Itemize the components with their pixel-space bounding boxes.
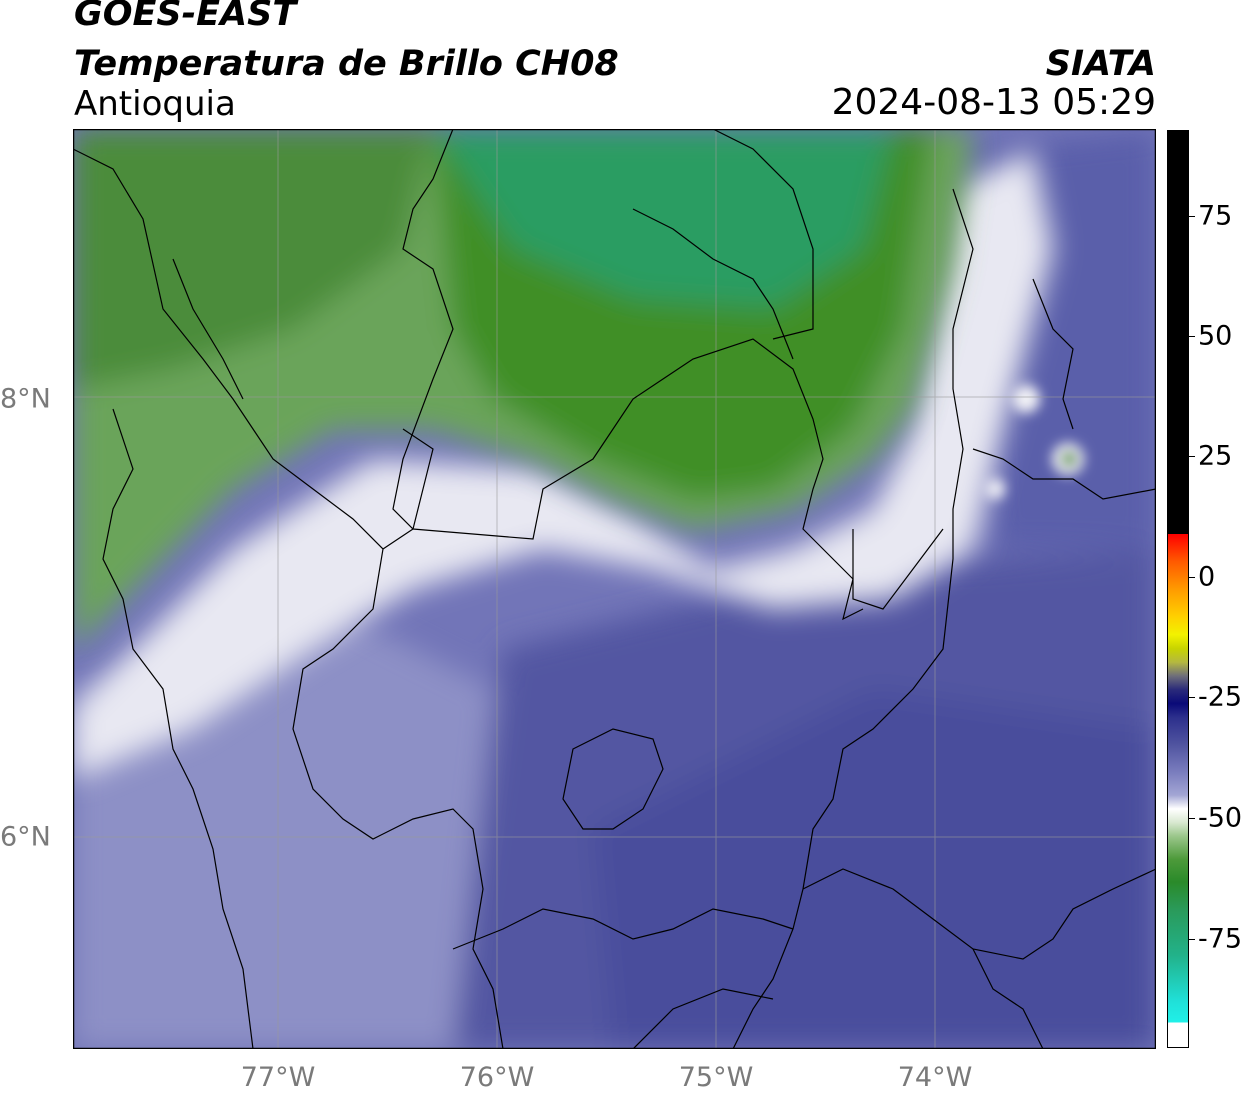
dept-line-10 (972, 948, 1044, 1049)
lon-tick-75: 75°W (678, 1062, 754, 1093)
colorbar-label-m50: -50 (1198, 802, 1243, 834)
department-boundary-east (732, 188, 974, 1049)
colorbar-mark-0 (1189, 577, 1195, 578)
warm-spot-2-core (1061, 451, 1077, 467)
colorbar-label-0: 0 (1198, 561, 1216, 593)
department-boundary-north (392, 129, 864, 621)
dept-line-3 (712, 129, 814, 340)
lat-tick-8: 8°N (0, 383, 51, 415)
dept-line-4 (852, 528, 944, 610)
title-block: GOES-EAST Temperatura de Brillo CH08 Ant… (74, 0, 1156, 128)
municipal-cluster (562, 728, 664, 830)
region-label: Antioquia (74, 84, 236, 124)
coast-pacific (102, 408, 254, 1049)
coast-inner (172, 258, 244, 400)
map-frame (73, 129, 1156, 1049)
gridlines (73, 129, 1156, 1049)
colorbar-mark-m50 (1189, 818, 1195, 819)
boundaries (73, 129, 1156, 1049)
coast-west (73, 148, 504, 1049)
green-northwest (73, 129, 433, 389)
dept-line-6 (1032, 278, 1074, 430)
colorbar-label-25: 25 (1198, 440, 1233, 472)
dept-line-5 (972, 448, 1156, 500)
dept-line-9 (632, 988, 774, 1049)
colorbar-label-50: 50 (1198, 320, 1233, 352)
lat-tick-6: 6°N (0, 821, 51, 853)
dept-line-2 (632, 208, 794, 360)
dept-line-8 (452, 908, 794, 950)
colorbar (1167, 130, 1189, 1048)
agency-label: SIATA (1045, 44, 1156, 84)
river-1 (382, 428, 434, 550)
satellite-title: GOES-EAST (74, 0, 297, 34)
warm-spot-3 (985, 479, 1005, 499)
colorbar-mark-75 (1189, 216, 1195, 217)
cold-cloud-core-2 (593, 689, 1156, 1049)
lon-tick-76: 76°W (459, 1062, 535, 1093)
colorbar-mark-25 (1189, 456, 1195, 457)
colorbar-label-75: 75 (1198, 200, 1233, 232)
warm-edge-band (73, 149, 1053, 779)
product-title: Temperatura de Brillo CH08 (74, 44, 619, 84)
warm-spot-1 (1012, 385, 1040, 413)
colorbar-label-m25: -25 (1198, 681, 1243, 713)
lon-tick-77: 77°W (240, 1062, 316, 1093)
colorbar-mark-m25 (1189, 697, 1195, 698)
datetime-label: 2024-08-13 05:29 (831, 82, 1156, 123)
map-panel (73, 129, 1156, 1049)
colorbar-label-m75: -75 (1198, 923, 1243, 955)
colorbar-mark-m75 (1189, 939, 1195, 940)
dept-line-7 (802, 868, 1156, 960)
colorbar-mark-50 (1189, 336, 1195, 337)
lon-tick-74: 74°W (897, 1062, 973, 1093)
map-svg (73, 129, 1156, 1049)
